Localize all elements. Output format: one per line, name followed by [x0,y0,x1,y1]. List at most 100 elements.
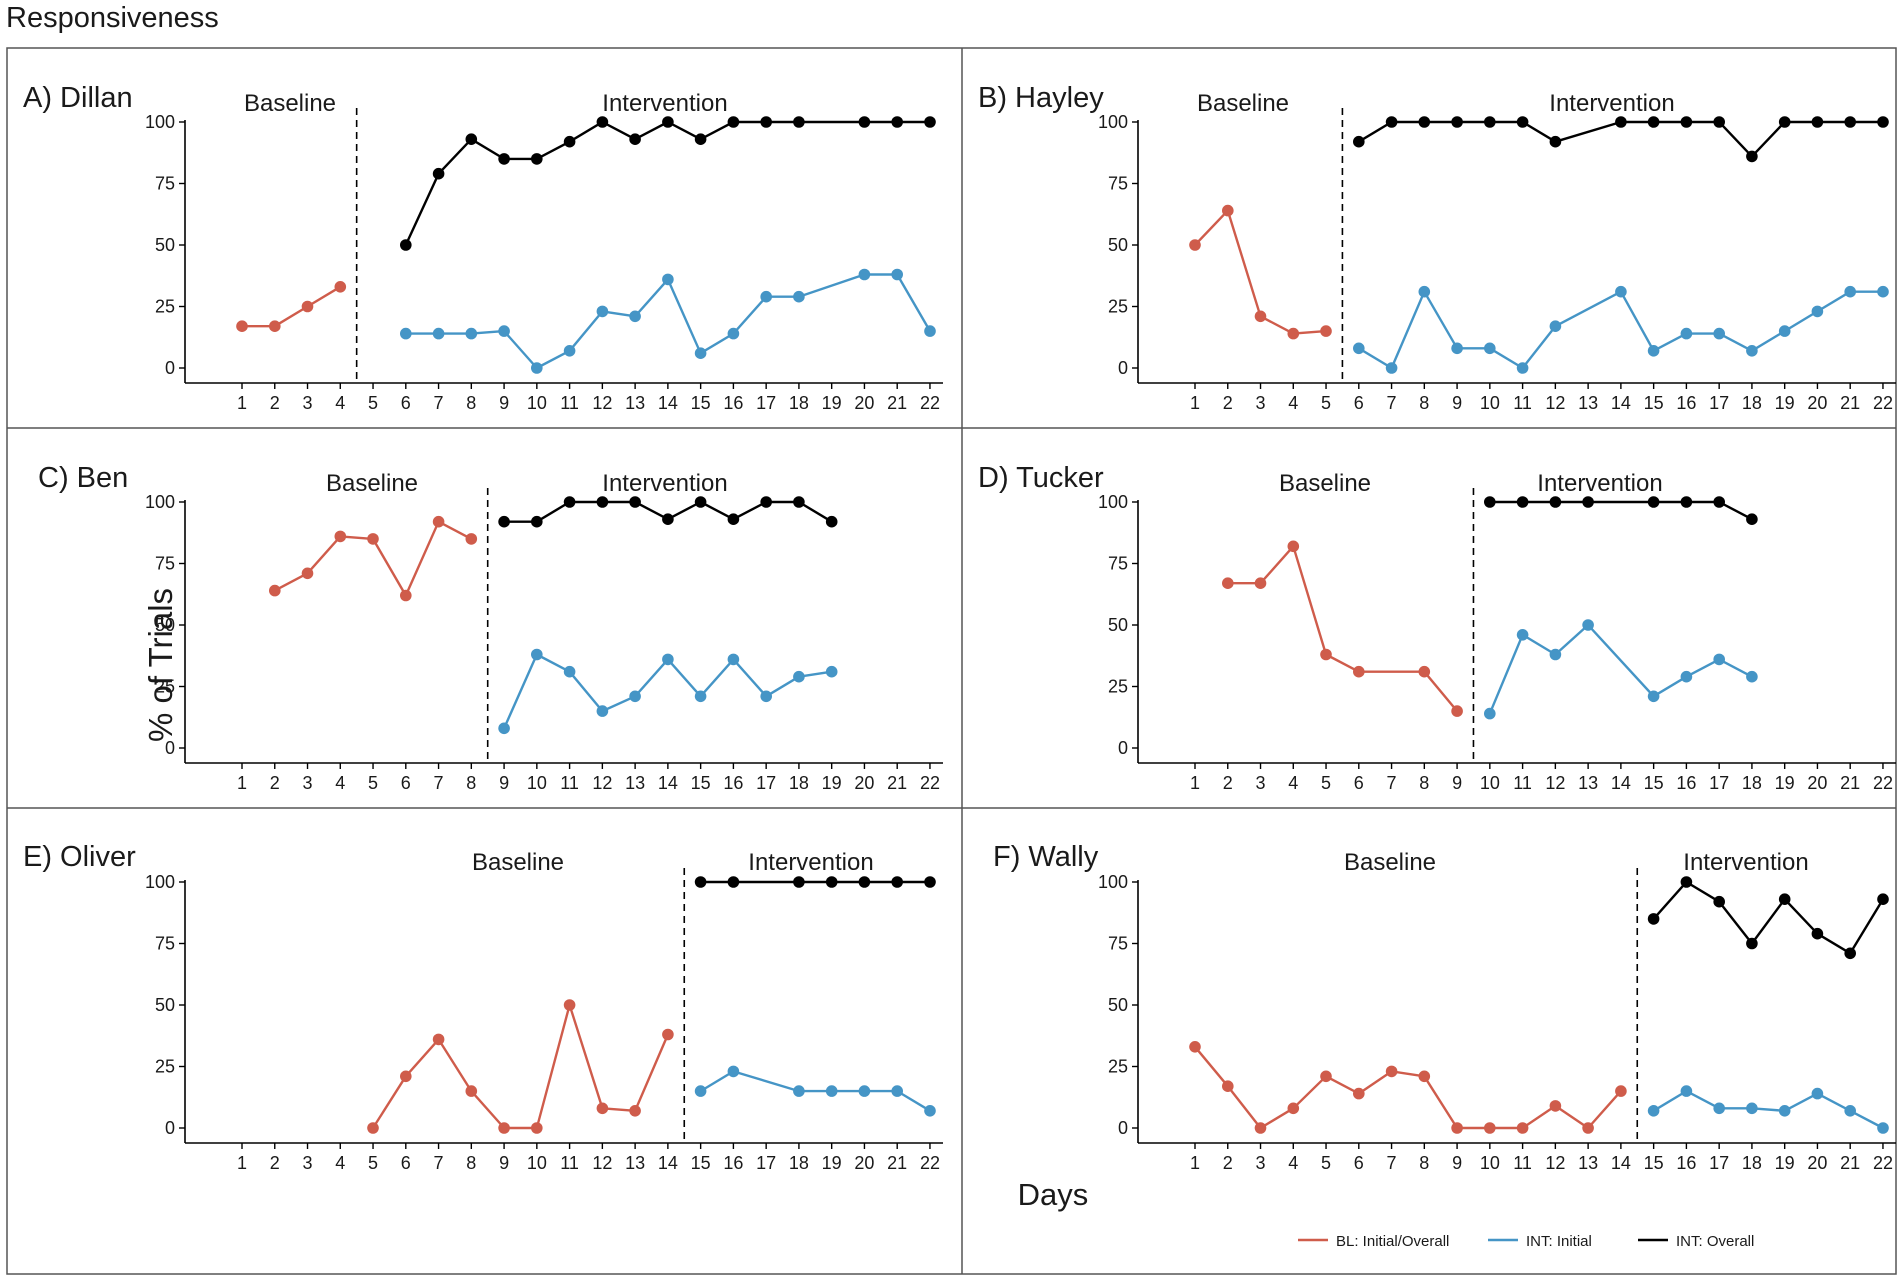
data-point-int-overall [1647,496,1660,508]
y-tick-label: 75 [155,174,175,194]
series-int-initial [498,648,838,735]
data-point-int-initial [629,310,641,323]
x-axis-title: Days [1018,1177,1089,1212]
x-tick-label: 9 [499,393,509,413]
data-point-int-initial [531,648,543,661]
panel-title-tucker: D) Tucker [978,462,1104,494]
y-tick-label: 100 [1098,112,1128,132]
data-point-baseline [1484,1122,1496,1134]
data-point-int-initial [1844,285,1856,298]
x-tick-label: 15 [1644,393,1664,413]
data-point-int-overall [1746,513,1758,525]
data-point-int-overall [1549,496,1562,508]
data-point-int-initial [1484,707,1496,720]
x-tick-label: 2 [270,1153,280,1173]
phase-label-baseline: Baseline [326,470,418,497]
data-point-int-overall [1549,135,1562,148]
data-point-int-initial [1778,325,1791,337]
data-point-baseline [334,281,347,293]
data-point-int-initial [924,1105,936,1117]
y-tick-label: 0 [1118,358,1128,378]
data-point-int-initial [1549,320,1562,333]
data-point-baseline [1418,665,1431,678]
phase-label-baseline: Baseline [472,849,564,876]
x-tick-label: 18 [1742,773,1762,793]
y-tick-label: 75 [1108,934,1128,954]
data-point-int-initial [1778,1105,1791,1117]
data-point-int-overall [531,515,543,528]
data-point-int-initial [465,327,478,340]
data-point-int-initial [1549,648,1562,661]
y-tick-label: 75 [155,554,175,574]
data-point-baseline [1418,1070,1431,1083]
y-tick-label: 75 [1108,174,1128,194]
y-tick-label: 50 [1108,615,1128,635]
x-tick-label: 5 [1321,393,1331,413]
data-point-baseline [1353,665,1365,678]
data-point-int-initial [924,325,936,337]
x-tick-label: 18 [789,773,809,793]
data-point-baseline [334,530,347,543]
data-point-int-initial [727,653,740,666]
data-point-baseline [1287,1102,1300,1115]
series-line-int-overall [1489,500,1753,521]
data-point-baseline [301,300,314,313]
data-point-int-initial [1484,342,1496,355]
x-tick-label: 2 [270,773,280,793]
series-int-overall [1647,876,1889,960]
x-tick-label: 6 [401,1153,411,1173]
phase-label-intervention: Intervention [1683,849,1808,876]
panel-title-ben: C) Ben [38,462,128,494]
data-point-baseline [563,999,576,1011]
data-point-int-initial [793,290,805,303]
data-point-baseline [1582,1122,1594,1134]
data-point-int-overall [793,876,805,888]
y-tick-label: 50 [1108,235,1128,255]
x-tick-label: 1 [1190,393,1200,413]
data-point-int-initial [1713,653,1725,666]
data-point-int-initial [531,362,543,374]
x-tick-label: 4 [1288,1153,1298,1173]
data-point-int-overall [662,116,674,128]
data-point-int-overall [432,167,445,180]
data-point-int-overall [1844,116,1856,128]
data-point-int-initial [1811,1087,1824,1100]
phase-label-baseline: Baseline [1344,849,1436,876]
x-tick-label: 9 [499,1153,509,1173]
x-tick-label: 14 [1611,393,1631,413]
data-point-baseline [432,1033,445,1046]
series-baseline [1222,540,1463,717]
series-baseline [269,515,478,602]
legend-label-baseline: BL: Initial/Overall [1336,1233,1449,1250]
x-tick-label: 8 [1419,1153,1429,1173]
data-point-int-overall [1713,496,1725,508]
data-point-int-overall [760,116,772,128]
x-tick-label: 22 [920,1153,940,1173]
data-point-int-overall [727,513,740,525]
legend-item-int-overall: INT: Overall [1638,1233,1754,1250]
x-tick-label: 14 [658,1153,678,1173]
x-tick-label: 6 [1354,1153,1364,1173]
x-tick-label: 2 [270,393,280,413]
phase-label-baseline: Baseline [1197,90,1289,117]
data-point-int-overall [793,116,805,128]
data-point-baseline [1287,540,1300,553]
series-int-overall [1353,116,1889,163]
data-point-int-overall [1680,116,1693,128]
legend-item-int-initial: INT: Initial [1488,1233,1592,1250]
data-point-int-overall [825,515,838,528]
panels-container: A) Dillan Baseline Intervention02550751001… [23,82,1896,1173]
x-tick-label: 10 [1480,773,1500,793]
data-point-int-overall [1615,116,1627,128]
x-tick-label: 14 [1611,773,1631,793]
y-tick-label: 25 [1108,1057,1128,1077]
phase-label-intervention: Intervention [748,849,873,876]
data-point-int-initial [400,327,412,340]
series-int-overall [694,876,936,888]
data-point-int-initial [1811,305,1824,318]
series-line-int-overall [1358,120,1883,158]
x-tick-label: 8 [1419,393,1429,413]
x-tick-label: 19 [822,393,842,413]
x-tick-label: 11 [560,1153,579,1173]
x-tick-label: 16 [1676,393,1696,413]
